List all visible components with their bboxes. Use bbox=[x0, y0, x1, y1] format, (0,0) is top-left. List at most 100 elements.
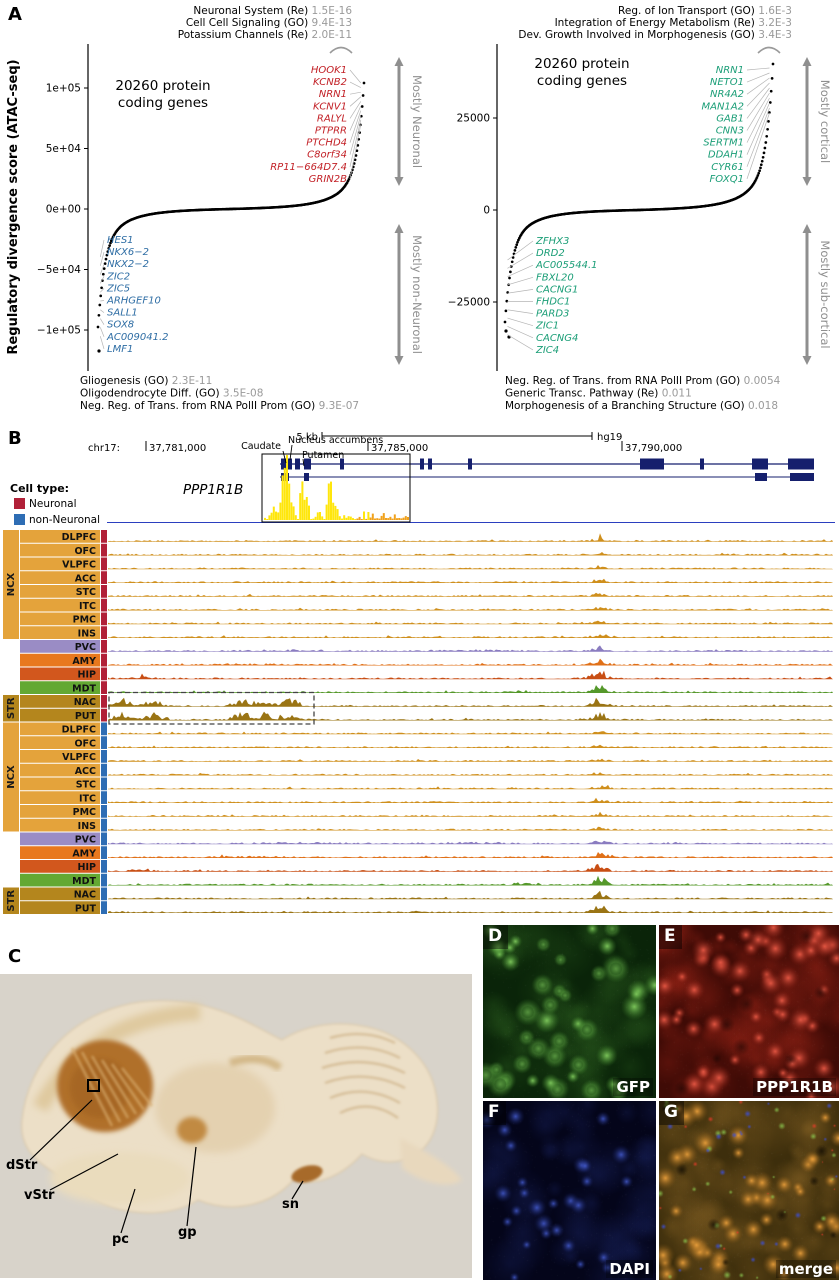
peak-leader-line bbox=[282, 450, 287, 464]
top-go-term: Reg. of Ion Transport (GO) 1.6E-3 bbox=[618, 5, 792, 17]
down-gene-label: FHDC1 bbox=[536, 297, 570, 308]
gene-leader-line bbox=[100, 288, 105, 293]
panel-a-rank-plots: Regulatory divergence score (ATAC-seq) 1e… bbox=[6, 5, 832, 412]
cell-type-strip bbox=[101, 901, 107, 914]
region-row-label: MDT bbox=[72, 683, 96, 694]
cell-type-strip bbox=[101, 585, 107, 598]
gene-leader-line bbox=[507, 326, 534, 339]
direction-arrow bbox=[394, 57, 404, 186]
gene-leader-line bbox=[349, 69, 362, 84]
plot-title: 20260 protein bbox=[534, 56, 629, 72]
gene-leader-line bbox=[100, 318, 105, 325]
region-row-label-box bbox=[20, 667, 100, 681]
peak-label: Putamen bbox=[302, 450, 344, 461]
region-row-label: ITC bbox=[79, 601, 96, 612]
panel-c-brain-section: dStr vStr pc gp sn bbox=[0, 974, 472, 1278]
region-row-label-box bbox=[20, 805, 100, 818]
region-row-label-box bbox=[20, 873, 100, 887]
rank-curve bbox=[96, 81, 366, 353]
region-row-label: ACC bbox=[75, 573, 96, 584]
region-row-label: PUT bbox=[75, 903, 97, 914]
down-gene-label: CACNG1 bbox=[536, 284, 578, 295]
panel-e-ppp1r1b-image: E PPP1R1B bbox=[659, 925, 839, 1098]
cell-type-strip bbox=[101, 722, 107, 736]
atac-track bbox=[108, 592, 833, 597]
panel-a-y-axis-label: Regulatory divergence score (ATAC-seq) bbox=[6, 59, 21, 354]
region-row-label-box bbox=[20, 846, 100, 859]
gene-leader-line bbox=[746, 107, 770, 167]
region-row-label: DLPFC bbox=[62, 532, 96, 543]
region-row-label: PVC bbox=[75, 642, 96, 653]
legend-swatch bbox=[14, 514, 25, 525]
panel-d-gfp-image: D GFP bbox=[483, 925, 656, 1098]
gene-leader-line bbox=[507, 252, 534, 269]
down-gene-label: SOX8 bbox=[107, 320, 134, 331]
gene-leader-line bbox=[507, 264, 534, 277]
group-block bbox=[3, 530, 19, 639]
down-gene-label: NKX6−2 bbox=[107, 247, 149, 258]
anatomy-label: gp bbox=[178, 1225, 197, 1240]
up-gene-label: GRIN2B bbox=[309, 174, 347, 185]
dapi-channel-label: DAPI bbox=[606, 1260, 653, 1278]
gene-leader-line bbox=[99, 252, 105, 266]
down-gene-label: SALL1 bbox=[107, 308, 138, 319]
up-gene-label: SERTM1 bbox=[703, 138, 744, 149]
top-go-term: Cell Cell Signaling (GO) 9.4E-13 bbox=[186, 17, 352, 29]
arrow-label: Mostly cortical bbox=[818, 80, 832, 163]
atac-track bbox=[108, 578, 833, 583]
cell-type-strip bbox=[101, 653, 107, 667]
gene-leader-line bbox=[349, 96, 362, 107]
down-gene-label: LMF1 bbox=[107, 344, 133, 355]
panel-a-label: A bbox=[8, 4, 22, 25]
bottom-go-term: Oligodendrocyte Diff. (GO) 3.5E-08 bbox=[80, 388, 263, 400]
gene-leader-line bbox=[100, 309, 105, 313]
cell-type-strip bbox=[101, 736, 107, 749]
gene-leader-line bbox=[349, 101, 362, 119]
cell-type-strip bbox=[101, 846, 107, 859]
gene-leader-line bbox=[99, 264, 105, 275]
region-row-label-box bbox=[20, 543, 100, 557]
panel-c-label: C bbox=[8, 946, 22, 967]
cell-type-strip bbox=[101, 777, 107, 791]
anatomy-leader-line bbox=[49, 1153, 119, 1191]
panel-b-genome-browser: chr17: 37,781,000 37,785,000 37,790,000 5 kb… bbox=[3, 432, 835, 914]
gp-stain bbox=[177, 1117, 207, 1143]
gfp-micrograph bbox=[483, 925, 656, 1098]
cell-type-strip bbox=[101, 805, 107, 818]
region-row-label-box bbox=[20, 571, 100, 584]
region-row-label-box bbox=[20, 681, 100, 694]
top-go-term: Integration of Energy Metabolism (Re) 3.… bbox=[555, 17, 792, 29]
top-go-term: Neuronal System (Re) 1.5E-16 bbox=[193, 5, 352, 17]
cell-type-strip bbox=[101, 612, 107, 626]
region-row-label: OFC bbox=[74, 738, 96, 749]
down-gene-label: HES1 bbox=[107, 235, 134, 246]
region-row-label-box bbox=[20, 612, 100, 626]
cell-type-strip bbox=[101, 708, 107, 722]
down-gene-label: CACNG4 bbox=[536, 333, 578, 344]
region-row-label: HIP bbox=[78, 862, 96, 873]
anatomy-leader-line bbox=[29, 1099, 93, 1161]
up-gene-label: PTPRR bbox=[315, 126, 347, 137]
group-block bbox=[3, 887, 19, 914]
down-gene-label: DRD2 bbox=[536, 248, 565, 259]
gene-leader-line bbox=[349, 124, 362, 179]
y-tick-label: −25000 bbox=[448, 297, 490, 309]
peak-leader-line bbox=[302, 458, 305, 467]
gene-leader-line bbox=[507, 334, 534, 351]
cell-type-strip bbox=[101, 640, 107, 653]
bottom-go-term: Gliogenesis (GO) 2.3E-11 bbox=[80, 375, 212, 387]
merge-channel-label: merge bbox=[775, 1260, 836, 1278]
gene-leader-line bbox=[746, 92, 770, 131]
atac-track bbox=[108, 533, 833, 542]
ppp1r1b-channel-label: PPP1R1B bbox=[753, 1078, 836, 1096]
gene-leader-line bbox=[746, 97, 770, 143]
region-row-label: NAC bbox=[74, 697, 96, 708]
region-row-label-box bbox=[20, 626, 100, 639]
legend-title: Cell type: bbox=[10, 482, 69, 495]
cell-type-strip bbox=[101, 791, 107, 804]
up-gene-label: PTCHD4 bbox=[306, 138, 347, 149]
atac-track bbox=[108, 620, 833, 625]
anatomy-leader-line bbox=[120, 1188, 136, 1234]
bottom-go-term: Neg. Reg. of Trans. from RNA PolII Prom … bbox=[505, 375, 781, 387]
